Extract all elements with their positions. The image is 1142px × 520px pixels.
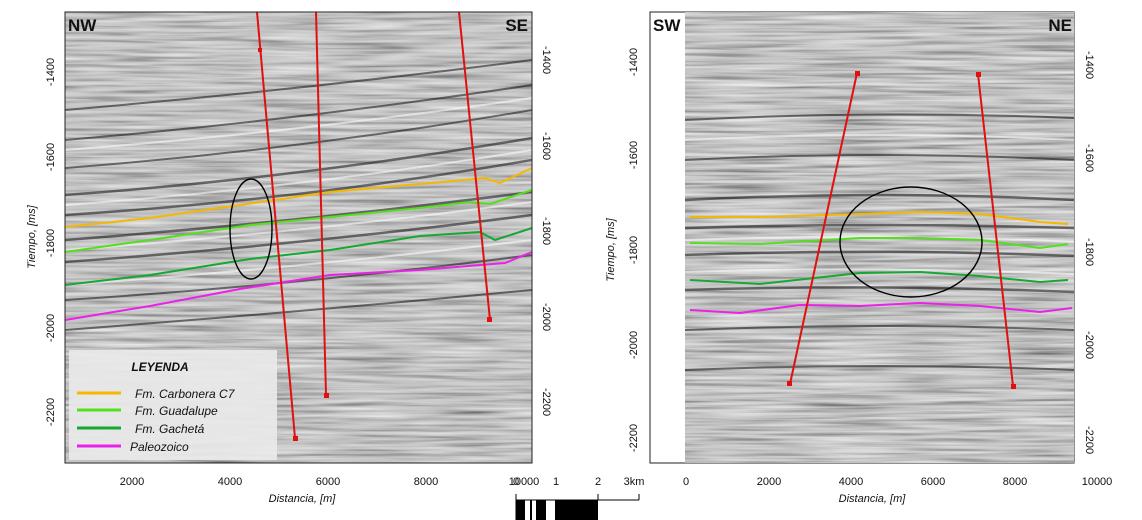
left-x-tick: 8000 bbox=[414, 476, 438, 488]
right-reflectors bbox=[685, 113, 1074, 371]
left-well-1 bbox=[256, 11, 298, 441]
right-y-tick-right: -1600 bbox=[1083, 144, 1095, 172]
left-horizon-guadalupe bbox=[64, 189, 533, 253]
scale-label-1: 1 bbox=[553, 476, 559, 488]
right-y-tick: -1400 bbox=[628, 48, 640, 76]
left-well-2 bbox=[315, 11, 329, 398]
left-x-tick: 2000 bbox=[120, 476, 144, 488]
legend: LEYENDA Fm. Carbonera C7 Fm. Guadalupe F… bbox=[69, 350, 277, 460]
left-x-tick: 4000 bbox=[218, 476, 242, 488]
legend-label-paleozoico: Paleozoico bbox=[130, 440, 189, 454]
left-y-tick: -1600 bbox=[45, 143, 57, 171]
right-seismic-panel: SW NE -1400 -1600 -1800 -2000 -2200 Tiem… bbox=[605, 11, 1112, 505]
right-corner-ne: NE bbox=[1048, 16, 1072, 35]
right-x-tick: 2000 bbox=[757, 476, 781, 488]
scale-label-0: 0 bbox=[513, 476, 519, 488]
left-x-title: Distancia, [m] bbox=[269, 493, 337, 505]
left-reflectors bbox=[65, 59, 532, 331]
left-well-3 bbox=[458, 11, 492, 322]
legend-title: LEYENDA bbox=[131, 360, 188, 374]
right-horizon-guadalupe bbox=[689, 237, 1069, 250]
right-y-tick-right: -2000 bbox=[1083, 331, 1095, 359]
left-y-axis: -1400 -1600 -1800 -2000 -2200 Tiempo, [m… bbox=[26, 58, 57, 426]
legend-label-gacheta: Fm. Gachetá bbox=[135, 422, 205, 436]
left-y-title: Tiempo, [ms] bbox=[26, 204, 38, 268]
right-x-tick: 4000 bbox=[839, 476, 863, 488]
right-well-1 bbox=[787, 71, 860, 386]
right-horizon-carbonera bbox=[690, 210, 1069, 225]
left-x-tick: 6000 bbox=[316, 476, 340, 488]
left-x-axis: 2000 4000 6000 8000 10000 Distancia, [m] bbox=[120, 476, 540, 505]
right-x-tick: 0 bbox=[683, 476, 689, 488]
right-x-axis: 0 2000 4000 6000 8000 10000 Distancia, [… bbox=[683, 476, 1112, 505]
scale-label-3: 3km bbox=[624, 476, 645, 488]
left-y-tick-right: -2200 bbox=[540, 388, 552, 416]
right-x-title: Distancia, [m] bbox=[839, 493, 907, 505]
left-frame bbox=[64, 11, 533, 464]
left-horizon-paleozoico bbox=[64, 251, 533, 321]
right-corner-sw: SW bbox=[653, 16, 681, 35]
right-y-title: Tiempo, [ms] bbox=[605, 217, 617, 281]
right-horizon-gacheta bbox=[689, 270, 1069, 286]
left-y-tick-right: -2000 bbox=[540, 303, 552, 331]
right-x-tick: 10000 bbox=[1082, 476, 1113, 488]
legend-box bbox=[69, 350, 277, 460]
right-y-tick-right: -2200 bbox=[1083, 426, 1095, 454]
left-highlight-ellipse bbox=[229, 178, 273, 280]
left-seismic-panel: LEYENDA Fm. Carbonera C7 Fm. Guadalupe F… bbox=[26, 11, 552, 505]
legend-label-guadalupe: Fm. Guadalupe bbox=[135, 404, 218, 418]
left-horizon-carbonera bbox=[64, 167, 533, 228]
right-y-tick: -1800 bbox=[628, 236, 640, 264]
right-horizon-paleozoico bbox=[689, 301, 1073, 315]
left-y-tick-right: -1400 bbox=[540, 46, 552, 74]
left-horizon-gacheta bbox=[64, 227, 533, 286]
left-y-tick-right: -1800 bbox=[540, 217, 552, 245]
left-y-tick: -2000 bbox=[45, 314, 57, 342]
left-y-tick: -1800 bbox=[45, 229, 57, 257]
right-y-tick-right: -1800 bbox=[1083, 238, 1095, 266]
legend-label-carbonera: Fm. Carbonera C7 bbox=[135, 387, 236, 401]
scale-bar: 0 1 2 3km bbox=[513, 476, 644, 520]
right-y-tick-right: -1400 bbox=[1083, 51, 1095, 79]
right-y-axis: -1400 -1600 -1800 -2000 -2200 Tiempo, [m… bbox=[605, 48, 640, 452]
left-y-tick-right: -1600 bbox=[540, 132, 552, 160]
left-corner-se: SE bbox=[505, 16, 528, 35]
right-x-tick: 8000 bbox=[1003, 476, 1027, 488]
right-x-tick: 6000 bbox=[921, 476, 945, 488]
left-corner-nw: NW bbox=[68, 16, 97, 35]
left-y-axis-right: -1400 -1600 -1800 -2000 -2200 bbox=[540, 46, 552, 416]
left-x-tick: 10000 bbox=[509, 476, 540, 488]
right-y-tick: -2200 bbox=[628, 424, 640, 452]
left-y-tick: -2200 bbox=[45, 398, 57, 426]
right-y-axis-right: -1400 -1600 -1800 -2000 -2200 bbox=[1083, 51, 1095, 454]
right-highlight-ellipse bbox=[839, 186, 983, 298]
scale-label-2: 2 bbox=[595, 476, 601, 488]
left-y-tick: -1400 bbox=[45, 58, 57, 86]
right-y-tick: -1600 bbox=[628, 141, 640, 169]
right-well-2 bbox=[976, 72, 1016, 389]
right-y-tick: -2000 bbox=[628, 331, 640, 359]
